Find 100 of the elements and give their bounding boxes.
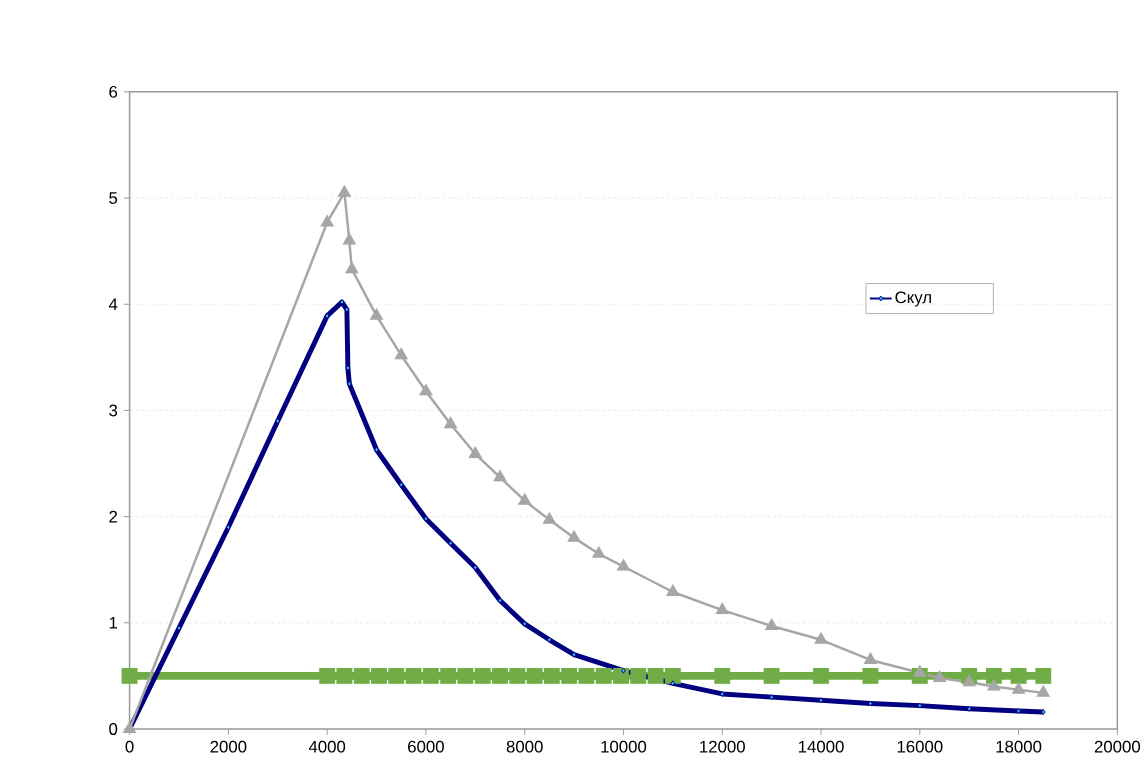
- point: [336, 667, 353, 684]
- y-tick-label: 0: [109, 722, 118, 735]
- point: [344, 261, 359, 273]
- point: [912, 664, 927, 677]
- point: [621, 667, 626, 674]
- point: [1016, 707, 1021, 714]
- point: [468, 445, 483, 458]
- point: [595, 667, 612, 684]
- y-tick-label: 1: [109, 616, 118, 629]
- point: [320, 214, 335, 227]
- point: [986, 678, 1001, 691]
- point: [1036, 684, 1051, 697]
- point: [394, 347, 409, 359]
- point: [1040, 708, 1046, 715]
- point: [423, 515, 429, 522]
- x-tick-label: 10000: [601, 740, 647, 753]
- point: [324, 312, 330, 319]
- x-tick-label: 4000: [308, 740, 346, 753]
- point: [814, 631, 828, 644]
- point: [345, 364, 351, 371]
- point: [422, 667, 439, 684]
- point: [665, 583, 680, 596]
- y-tick-label: 6: [109, 85, 118, 98]
- point: [497, 597, 503, 604]
- point: [440, 667, 457, 684]
- point: [630, 667, 647, 684]
- point: [472, 564, 478, 571]
- point: [405, 667, 422, 684]
- point: [862, 667, 879, 684]
- point: [347, 380, 352, 387]
- point: [769, 693, 774, 700]
- point: [344, 306, 350, 313]
- point: [571, 651, 577, 658]
- point: [374, 446, 379, 453]
- x-tick-label: 2000: [210, 740, 247, 753]
- point: [474, 667, 491, 684]
- y-tick-label: 4: [108, 298, 118, 310]
- x-tick-label: 16000: [897, 740, 943, 753]
- point: [616, 558, 631, 571]
- point: [670, 680, 676, 687]
- point: [543, 667, 560, 684]
- point: [591, 545, 606, 558]
- point: [319, 667, 336, 684]
- point: [122, 720, 137, 733]
- point: [1011, 681, 1026, 694]
- point: [121, 667, 138, 684]
- x-tick-label: 14000: [798, 740, 844, 753]
- point: [509, 667, 526, 684]
- point: [542, 511, 557, 524]
- point: [715, 601, 730, 614]
- point: [443, 416, 458, 429]
- point: [818, 697, 824, 704]
- point: [448, 539, 453, 546]
- point: [547, 636, 552, 643]
- point: [647, 667, 664, 684]
- point: [457, 667, 474, 684]
- point: [863, 651, 878, 664]
- point: [966, 705, 972, 712]
- point: [388, 667, 405, 684]
- y-tick-label: 5: [109, 191, 118, 204]
- x-tick-label: 12000: [700, 740, 745, 753]
- point: [613, 667, 629, 684]
- point: [561, 667, 578, 684]
- legend-label: Скул: [895, 291, 931, 307]
- point: [522, 620, 528, 627]
- point: [492, 667, 508, 684]
- point: [714, 667, 731, 684]
- point: [917, 702, 923, 709]
- point: [813, 667, 829, 684]
- point: [353, 667, 370, 684]
- point: [567, 529, 581, 542]
- point: [1010, 667, 1027, 684]
- point: [226, 524, 231, 530]
- point: [1035, 667, 1052, 684]
- point: [419, 383, 433, 396]
- y-tick-label: 2: [109, 510, 117, 523]
- point: [339, 298, 345, 305]
- point: [664, 667, 681, 684]
- point: [526, 667, 543, 684]
- point: [578, 667, 595, 684]
- point: [962, 674, 977, 687]
- point: [763, 667, 780, 684]
- x-tick-label: 20000: [1094, 740, 1141, 753]
- x-tick-label: 18000: [996, 740, 1042, 753]
- y-tick-label: 3: [109, 404, 118, 417]
- point: [764, 617, 779, 630]
- point: [371, 667, 387, 684]
- point: [517, 492, 532, 505]
- point: [337, 184, 352, 197]
- point: [342, 232, 357, 245]
- point: [275, 417, 281, 424]
- point: [398, 481, 404, 488]
- x-tick-label: 8000: [506, 740, 543, 753]
- x-tick-label: 0: [125, 740, 134, 753]
- point: [868, 700, 873, 707]
- point: [369, 307, 384, 320]
- point: [719, 690, 725, 697]
- point: [932, 669, 947, 682]
- x-tick-label: 6000: [408, 740, 444, 753]
- point: [493, 469, 507, 482]
